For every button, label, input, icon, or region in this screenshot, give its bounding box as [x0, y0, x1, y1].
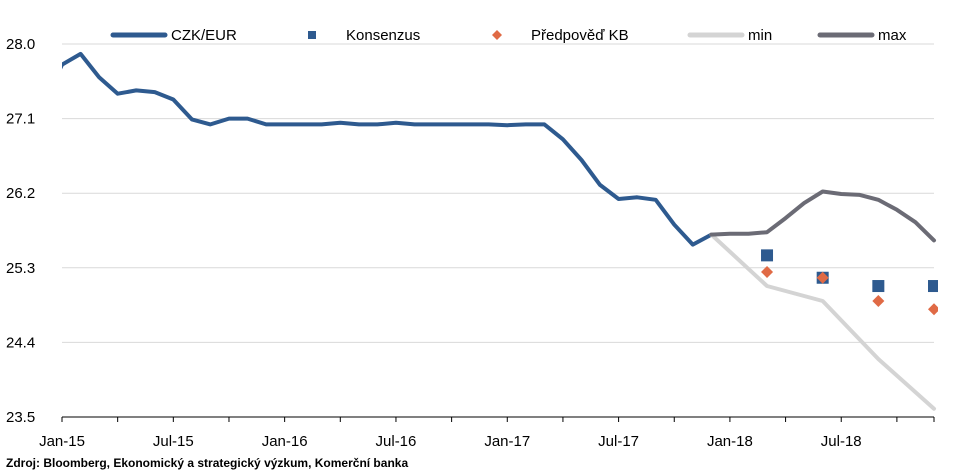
- series-max: [709, 189, 936, 243]
- x-tick-label: Jan-15: [39, 433, 85, 450]
- series-line: [62, 51, 714, 247]
- legend-item: Předpověď KB: [492, 27, 629, 44]
- legend-label: CZK/EUR: [171, 27, 237, 44]
- legend-item: CZK/EUR: [110, 27, 237, 44]
- legend-swatch: [308, 31, 316, 39]
- x-tick-label: Jul-17: [598, 433, 639, 450]
- series-line: [709, 189, 936, 243]
- legend: CZK/EUR Konsenzus Předpověď KB min max: [110, 27, 907, 44]
- data-point: [872, 294, 885, 307]
- legend-swatch: [492, 30, 502, 40]
- data-point: [761, 249, 774, 262]
- series-line: [709, 232, 936, 411]
- legend-item: max: [817, 27, 907, 44]
- series-layer: [62, 51, 938, 411]
- y-tick-label: 28.0: [6, 36, 35, 53]
- legend-label: Předpověď KB: [531, 27, 629, 44]
- legend-item: Konsenzus: [308, 27, 420, 44]
- x-tick-label: Jan-17: [484, 433, 530, 450]
- series-czk-eur: [62, 51, 714, 247]
- data-point: [928, 303, 938, 316]
- series-min: [709, 232, 936, 411]
- y-tick-label: 23.5: [6, 409, 35, 426]
- data-point: [872, 280, 885, 293]
- data-point: [928, 280, 938, 293]
- source-note: Zdroj: Bloomberg, Ekonomický a strategic…: [6, 456, 409, 470]
- legend-item: min: [687, 27, 772, 44]
- legend-label: Konsenzus: [346, 27, 420, 44]
- series-konsenzus: [761, 249, 938, 293]
- y-tick-label: 27.1: [6, 111, 35, 128]
- data-point: [816, 271, 829, 284]
- data-point: [761, 265, 774, 278]
- x-tick-label: Jul-15: [153, 433, 194, 450]
- x-tick-label: Jan-16: [262, 433, 308, 450]
- x-tick-label: Jul-16: [376, 433, 417, 450]
- x-tick-label: Jan-18: [707, 433, 753, 450]
- legend-label: min: [748, 27, 772, 44]
- y-tick-label: 26.2: [6, 185, 35, 202]
- x-tick-label: Jul-18: [821, 433, 862, 450]
- legend-label: max: [878, 27, 907, 44]
- y-tick-label: 24.4: [6, 334, 35, 351]
- y-tick-label: 25.3: [6, 260, 35, 277]
- series-p-edpov-kb: [761, 265, 938, 316]
- gridlines: [62, 43, 934, 343]
